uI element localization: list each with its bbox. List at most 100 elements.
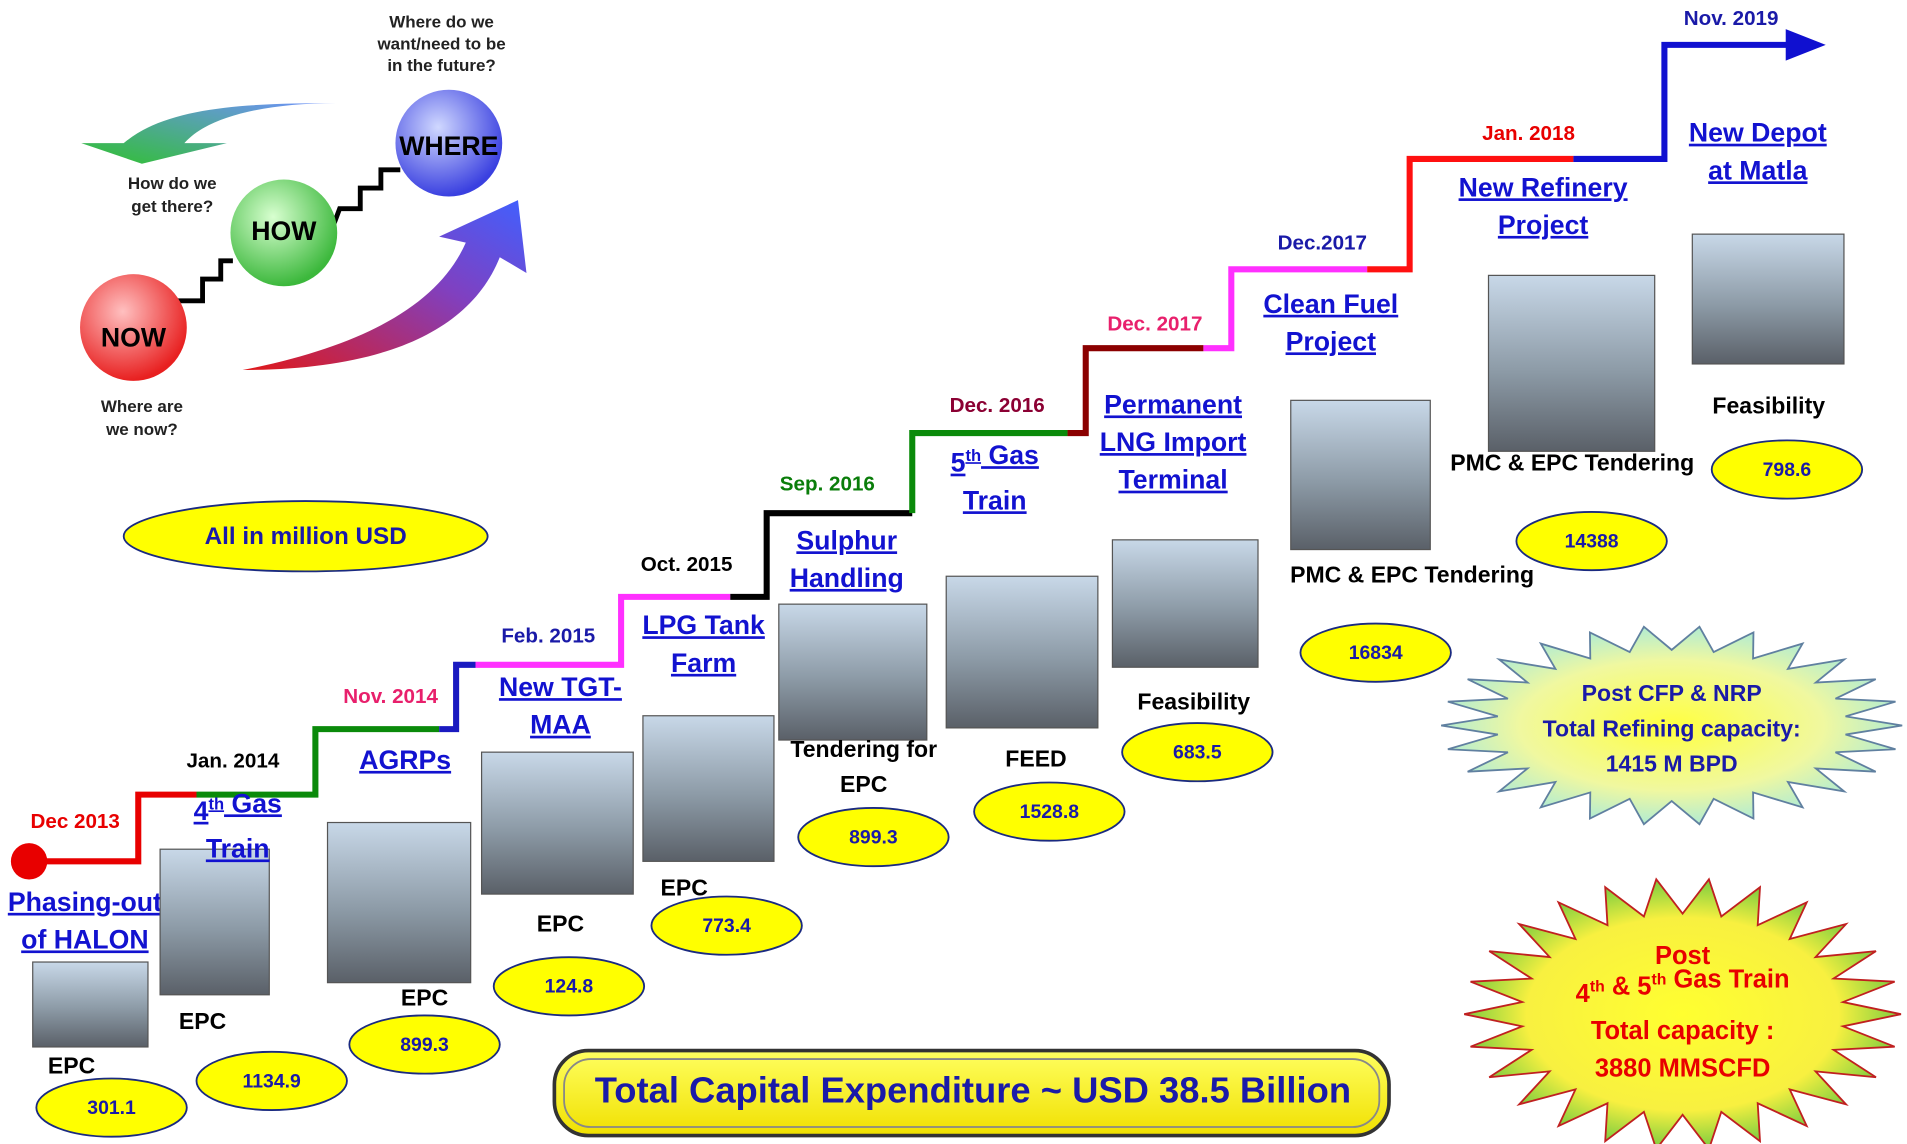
project-name: Train	[206, 833, 270, 863]
project-photo	[778, 603, 928, 741]
inset-question: How do we	[128, 174, 217, 193]
project-name: Sulphur	[796, 525, 897, 555]
project-name: New TGT-	[499, 672, 622, 702]
project-photo	[945, 575, 1099, 729]
gas-note: 4th & 5th Gas Train	[1576, 965, 1790, 1007]
project-name: Train	[963, 485, 1027, 515]
project-name: 4th Gas	[194, 788, 282, 825]
project-stage: EPC	[179, 1008, 226, 1034]
how-label: HOW	[251, 216, 317, 246]
milestone-date: Feb. 2015	[501, 624, 595, 647]
project-photo	[642, 715, 775, 862]
project-stage: PMC & EPC Tendering	[1450, 450, 1694, 476]
timeline-step	[29, 791, 197, 865]
cost: 14388	[1565, 530, 1619, 552]
where-sphere	[395, 89, 503, 197]
text-piece: Gas	[981, 440, 1039, 470]
milestone-date: Jan. 2018	[1482, 122, 1575, 145]
project-name: Project	[1286, 326, 1377, 356]
milestone-date: Dec. 2016	[950, 394, 1045, 417]
timeline-step	[475, 593, 731, 668]
project-photo	[32, 961, 149, 1048]
project-stage: EPC	[537, 911, 584, 937]
timeline	[10, 29, 1826, 880]
refining-note: Post CFP & NRP	[1582, 680, 1762, 706]
total: Total Capital Expenditure ~ USD 38.5 Bil…	[595, 1070, 1351, 1111]
inset-question: we now?	[105, 420, 178, 439]
project-photo	[1111, 539, 1259, 668]
milestone-date: Nov. 2014	[343, 685, 438, 708]
project-name: AGRPs	[359, 745, 451, 775]
project-name: 5th Gas	[951, 440, 1039, 477]
timeline-step	[909, 430, 1068, 514]
timeline-step	[1367, 155, 1574, 273]
total-banner-inner	[563, 1058, 1381, 1128]
inset-question: want/need to be	[376, 34, 505, 53]
timeline-step	[196, 726, 440, 798]
project-stage: Feasibility	[1137, 689, 1250, 715]
project-name: MAA	[530, 710, 591, 740]
timeline-arrow	[1785, 29, 1826, 61]
project-stage: EPC	[48, 1053, 95, 1079]
project-name: Permanent	[1104, 389, 1242, 419]
text-piece: 4	[194, 796, 209, 826]
milestone-date: Oct. 2015	[641, 553, 733, 576]
project-name: at Matla	[1708, 155, 1807, 185]
project-name: Phasing-out	[8, 887, 162, 917]
green-arrow	[81, 103, 337, 164]
cost-ellipse	[650, 895, 803, 956]
total-banner	[552, 1048, 1391, 1138]
blue-arrow	[242, 200, 527, 371]
inset-question: in the future?	[387, 56, 495, 75]
milestone-date: Dec.2017	[1278, 231, 1367, 254]
milestone-date: Dec. 2017	[1107, 313, 1202, 336]
project-name: Farm	[671, 648, 736, 678]
unit-note: All in million USD	[205, 523, 407, 550]
now-sphere	[80, 274, 187, 381]
superscript: th	[1651, 972, 1666, 989]
cost: 899.3	[849, 826, 898, 848]
project-name: of HALON	[21, 924, 148, 954]
superscript: th	[208, 795, 224, 814]
timeline-step	[439, 661, 476, 733]
cost-ellipse	[797, 807, 950, 868]
inset: NOW HOW WHERE	[49, 89, 527, 461]
timeline-step	[1573, 41, 1792, 162]
text-piece: Gas Train	[1666, 965, 1789, 993]
milestone-date: Jan. 2014	[186, 749, 279, 772]
cost: 16834	[1349, 642, 1403, 664]
project-stage: PMC & EPC Tendering	[1290, 561, 1534, 587]
superscript: th	[965, 447, 981, 466]
project-photo	[1487, 274, 1656, 452]
where-label: WHERE	[399, 131, 498, 161]
project-name: New Refinery	[1459, 172, 1628, 202]
how-sphere	[230, 179, 338, 287]
cost: 1134.9	[243, 1070, 301, 1092]
project-stage: Feasibility	[1712, 393, 1825, 419]
starburst	[1464, 877, 1902, 1144]
project-name: Handling	[790, 563, 904, 593]
project-name: New Depot	[1689, 118, 1827, 148]
project-name: Terminal	[1118, 465, 1227, 495]
project-stage: EPC	[840, 771, 887, 797]
starburst	[1441, 625, 1903, 826]
milestone-date: Nov. 2019	[1684, 7, 1779, 30]
inset-question: Where do we	[389, 13, 494, 32]
project-name: LNG Import	[1100, 427, 1247, 457]
project-stage: Tendering for	[790, 736, 937, 762]
stairs	[330, 167, 401, 229]
gas-note: 3880 MMSCFD	[1595, 1055, 1771, 1083]
cost-ellipse	[1710, 439, 1864, 500]
inset-question: get there?	[131, 197, 213, 216]
now-label: NOW	[101, 323, 167, 353]
cost-ellipse	[1299, 622, 1452, 683]
project-stage: FEED	[1005, 746, 1066, 772]
gas-note: Total capacity :	[1591, 1017, 1775, 1045]
project-photo	[1290, 399, 1431, 551]
project-name: Clean Fuel	[1263, 289, 1398, 319]
milestone-date: Dec 2013	[30, 810, 119, 833]
refining-note: Total Refining capacity:	[1543, 715, 1801, 741]
cost-ellipse	[35, 1077, 188, 1138]
text-piece: & 5	[1605, 972, 1652, 1000]
